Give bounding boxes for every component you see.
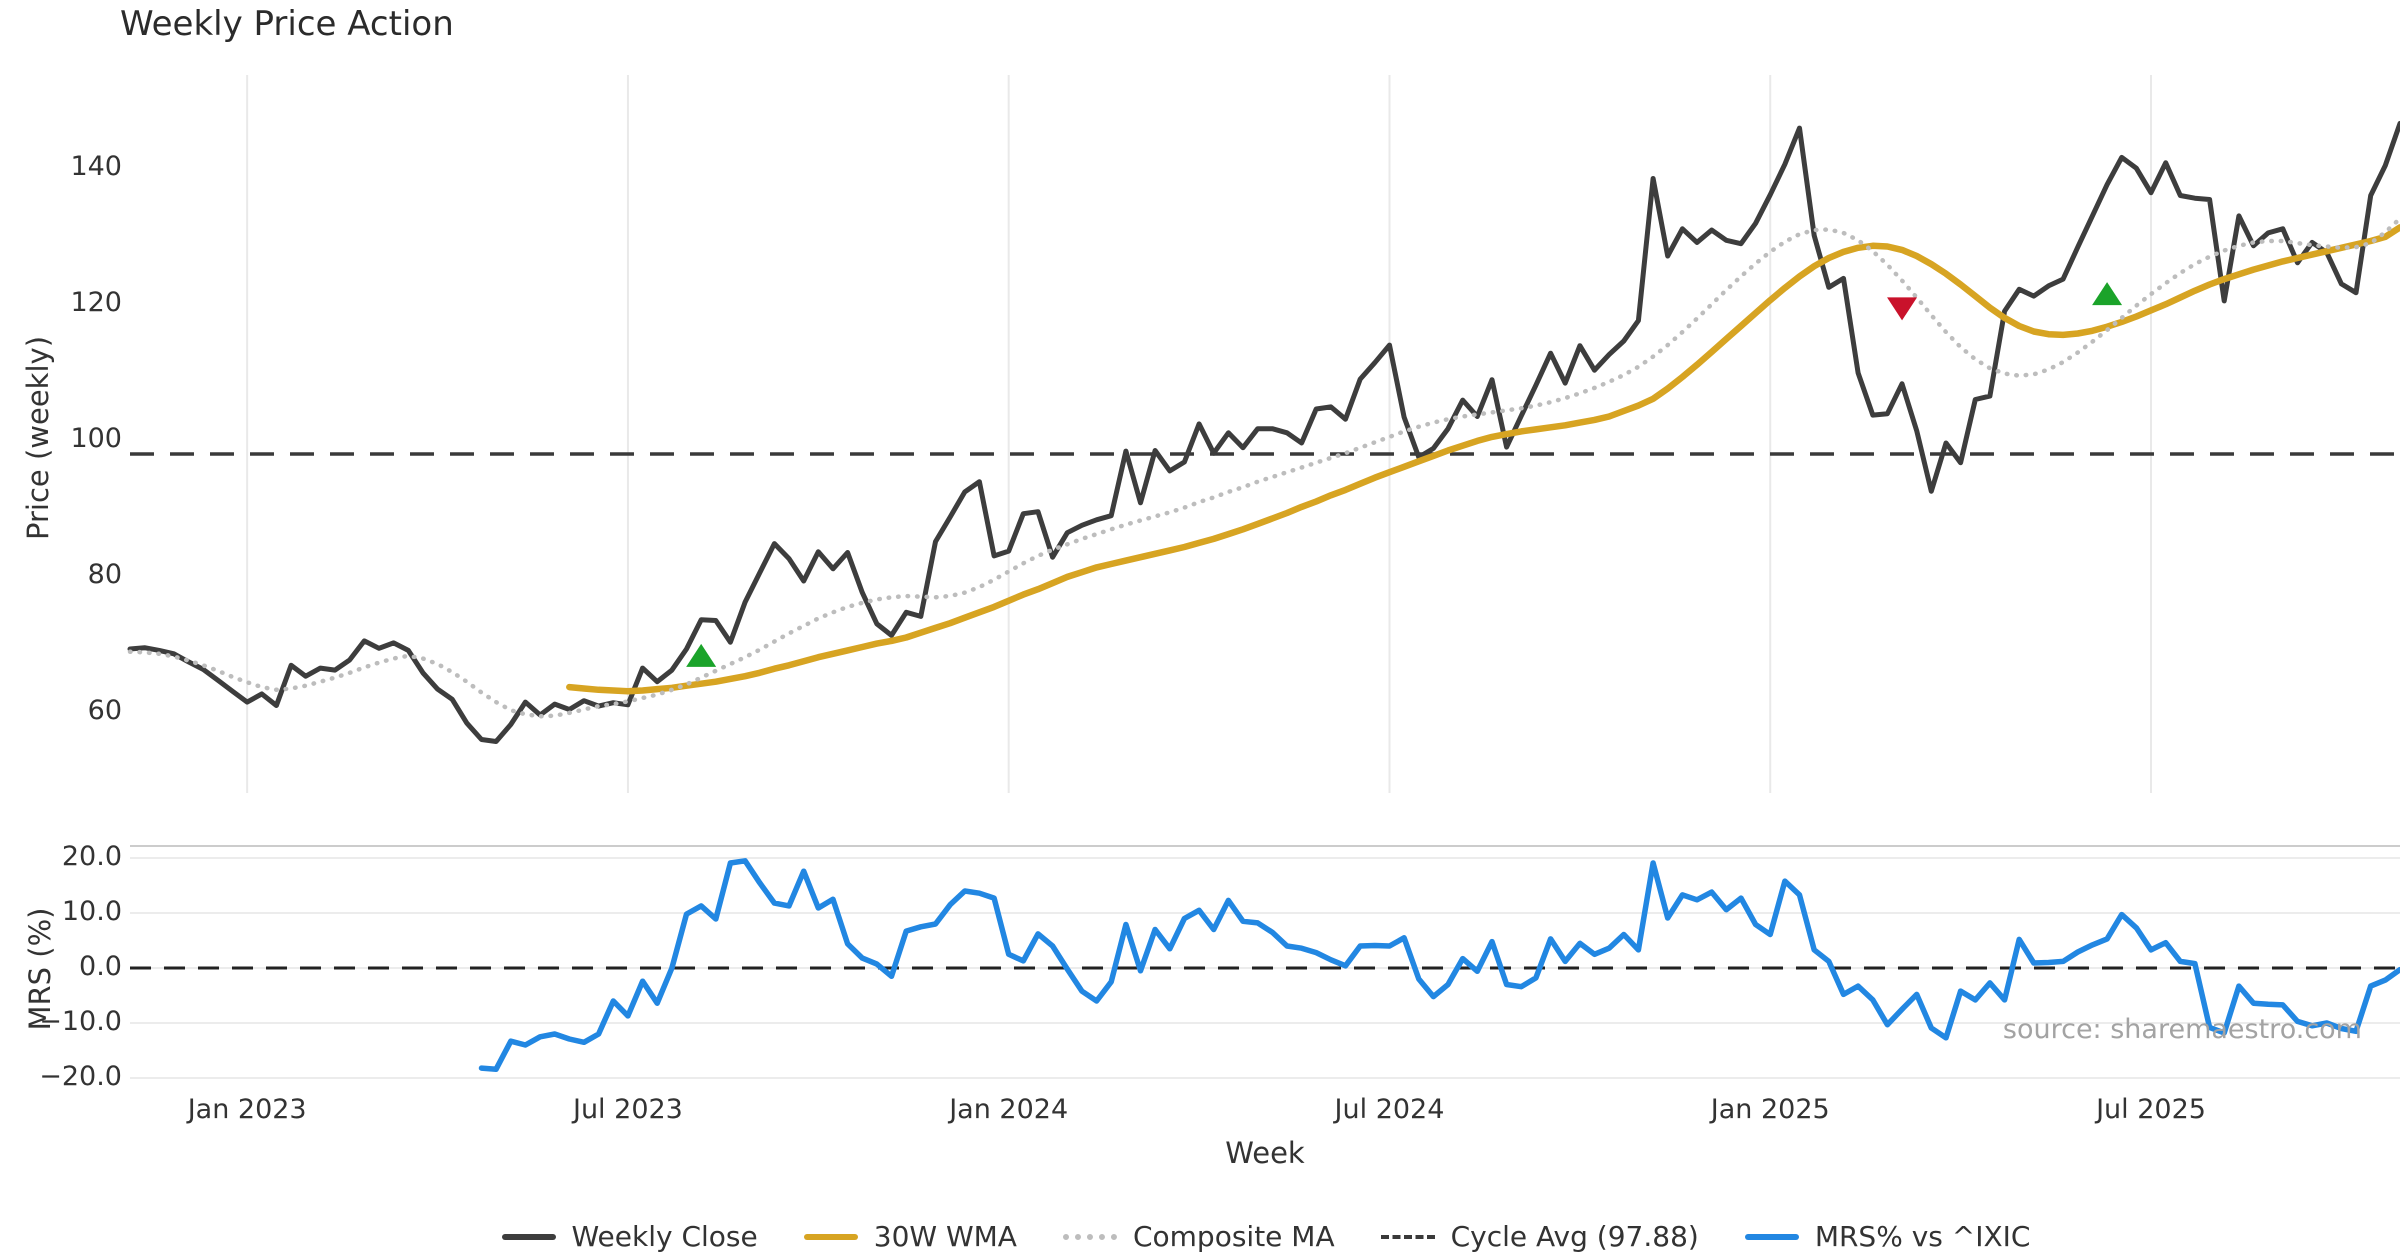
legend-item: Cycle Avg (97.88) [1380,1220,1699,1253]
x-tick: Jul 2024 [1334,1094,1445,1125]
mrs-y-tick: −10.0 [39,1006,122,1037]
legend-swatch-solid [501,1233,556,1240]
main-y-tick: 60 [87,694,122,726]
legend-swatch-dotted [1062,1233,1117,1240]
page-title: Weekly Price Action [120,4,454,44]
buy-signal-marker [2092,282,2123,306]
series-mrs-vs-ixic [478,858,2400,1072]
legend-label: 30W WMA [873,1220,1017,1253]
source-note: source: sharemaestro.com [2002,1014,2362,1045]
buy-signal-marker [686,643,717,667]
legend-label: Cycle Avg (97.88) [1450,1220,1699,1253]
legend-label: Weekly Close [571,1220,758,1253]
series-weekly-close [127,120,2400,744]
main-y-tick: 80 [87,558,122,590]
x-tick: Jul 2025 [2096,1094,2206,1125]
x-tick: Jan 2025 [1710,1094,1830,1125]
legend-item: 30W WMA [803,1220,1017,1253]
chart-legend: Weekly Close 30W WMA Composite MA Cycle Avg… [0,1220,2400,1253]
legend-item: Weekly Close [501,1220,758,1253]
x-axis-label: Week [1225,1136,1305,1170]
legend-swatch-solid [803,1233,858,1240]
main-y-tick: 120 [70,286,122,318]
x-tick: Jan 2023 [187,1094,307,1125]
sell-signal-marker [1887,297,1918,321]
main-y-tick: 100 [70,422,122,454]
series-30w-wma [566,224,2400,695]
mrs-y-tick: 0.0 [79,951,122,982]
main-y-tick: 140 [70,150,122,182]
x-tick: Jul 2023 [572,1094,683,1125]
legend-item: Composite MA [1062,1220,1335,1253]
legend-swatch-dashed [1380,1234,1435,1239]
mrs-y-tick: 20.0 [61,841,122,872]
legend-swatch-solid [1744,1233,1799,1240]
mrs-y-tick: −20.0 [39,1061,122,1092]
series-composite-ma [127,216,2400,719]
legend-item: MRS% vs ^IXIC [1744,1220,2031,1253]
x-tick: Jan 2024 [949,1094,1069,1125]
mrs-y-tick: 10.0 [61,896,122,927]
legend-label: MRS% vs ^IXIC [1814,1220,2031,1253]
legend-label: Composite MA [1132,1220,1335,1253]
